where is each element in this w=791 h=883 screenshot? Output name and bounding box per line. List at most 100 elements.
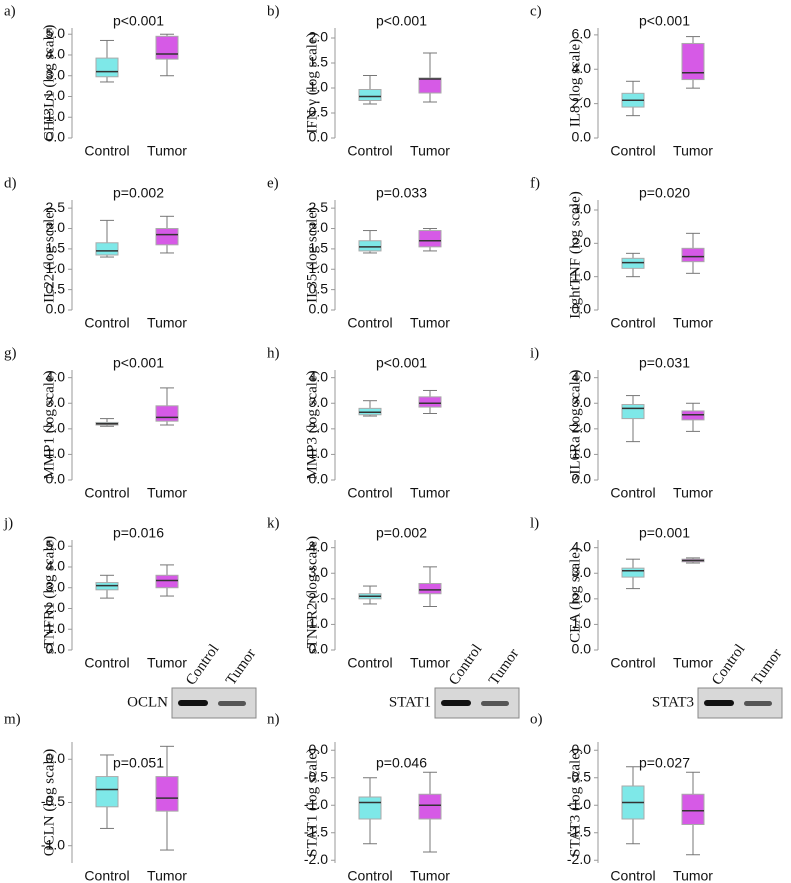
- y-tick-label: 3.0: [309, 394, 329, 410]
- panel-label: m): [4, 711, 21, 727]
- box: [155, 776, 179, 812]
- y-tick-label: 4.0: [46, 46, 66, 62]
- y-tick-label: 1.5: [309, 240, 329, 256]
- y-tick-label: 1.5: [46, 240, 66, 256]
- x-tick-label: Control: [610, 868, 655, 883]
- box: [418, 77, 442, 94]
- panel-label: o): [530, 711, 543, 727]
- x-tick-label: Control: [84, 868, 129, 883]
- box: [155, 405, 179, 422]
- p-value: p=0.051: [113, 755, 164, 771]
- y-tick-label: 0.0: [572, 129, 592, 145]
- p-value: p<0.001: [639, 13, 690, 29]
- y-tick-label: 0.5: [309, 104, 329, 120]
- y-tick-label: 1.0: [46, 108, 66, 124]
- x-tick-label: Tumor: [410, 655, 450, 671]
- box: [358, 796, 382, 820]
- y-tick-label: 6.0: [572, 26, 592, 42]
- y-axis-label: MMP1 (log scale): [41, 370, 57, 479]
- y-tick-label: -1.0: [567, 796, 591, 812]
- y-tick-label: 4.0: [309, 538, 329, 554]
- y-tick-label: 2.0: [46, 219, 66, 235]
- y-axis-label: IL8 (log scale): [567, 39, 583, 127]
- box: [358, 240, 382, 252]
- y-axis-label: IL22 (log scale): [41, 207, 57, 303]
- box: [681, 42, 705, 81]
- x-tick-label: Control: [84, 143, 129, 159]
- y-tick-label: 3.0: [572, 564, 592, 580]
- y-tick-label: 1.0: [46, 260, 66, 276]
- y-axis-label: OCLN (log scale): [41, 749, 57, 856]
- p-value: p=0.031: [639, 355, 690, 371]
- band: [178, 700, 208, 706]
- x-tick-label: Tumor: [147, 143, 187, 159]
- panel-label: h): [267, 345, 280, 361]
- y-axis-label: STAT3 (log scale): [567, 748, 583, 857]
- y-tick-label: 0.5: [46, 280, 66, 296]
- p-value: p<0.001: [113, 13, 164, 29]
- box: [681, 793, 705, 825]
- p-value: p=0.016: [113, 525, 164, 541]
- y-axis-label: sTNFR2 (log scale): [304, 536, 320, 654]
- p-value: p=0.001: [639, 525, 690, 541]
- box: [621, 567, 645, 578]
- x-tick-label: Tumor: [410, 315, 450, 331]
- x-tick-label: Tumor: [410, 868, 450, 883]
- y-axis-label: CEA (log scale): [567, 547, 583, 643]
- p-value: p=0.046: [376, 755, 427, 771]
- p-value: p<0.001: [376, 13, 427, 29]
- y-tick-label: 3.0: [46, 394, 66, 410]
- y-tick-label: 0.0: [46, 471, 66, 487]
- y-axis-label: STAT1 (log scale): [304, 748, 320, 857]
- y-tick-label: 1.0: [46, 445, 66, 461]
- y-tick-label: 2.0: [572, 420, 592, 436]
- y-tick-label: 3.0: [309, 564, 329, 580]
- y-tick-label: 1.0: [309, 615, 329, 631]
- y-tick-label: 3.0: [572, 201, 592, 217]
- box: [681, 247, 705, 263]
- y-tick-label: 4.0: [309, 368, 329, 384]
- y-tick-label: -2.0: [304, 851, 328, 867]
- x-tick-label: Tumor: [673, 143, 713, 159]
- box: [418, 230, 442, 248]
- y-tick-label: 4.0: [572, 368, 592, 384]
- x-tick-label: Control: [610, 655, 655, 671]
- panel-label: e): [267, 175, 279, 191]
- y-axis-label: CHI3L1 (log scale): [41, 25, 57, 142]
- x-tick-label: Tumor: [410, 485, 450, 501]
- p-value: p=0.033: [376, 185, 427, 201]
- panel-label: b): [267, 3, 280, 19]
- y-tick-label: 1.0: [309, 260, 329, 276]
- y-axis-label: IFN γ (log scale): [304, 32, 320, 133]
- x-tick-label: Control: [347, 143, 392, 159]
- y-tick-label: 0.0: [572, 471, 592, 487]
- x-tick-label: Control: [610, 143, 655, 159]
- y-tick-label: 0.0: [572, 301, 592, 317]
- box: [95, 776, 119, 808]
- y-tick-label: 4.0: [46, 368, 66, 384]
- box: [155, 228, 179, 246]
- panel-label: l): [530, 515, 539, 531]
- p-value: p=0.020: [639, 185, 690, 201]
- y-tick-label: -0.5: [304, 768, 328, 784]
- panel-label: n): [267, 711, 280, 727]
- y-tick-label: 0.0: [46, 750, 66, 766]
- y-axis-label: sIL6Ra (log scale): [567, 370, 583, 481]
- y-tick-label: 0.0: [46, 301, 66, 317]
- y-tick-label: 1.5: [309, 54, 329, 70]
- lane-label: Tumor: [749, 646, 785, 688]
- y-tick-label: 0.0: [309, 741, 329, 757]
- y-axis-label: MMP3 (log scale): [304, 370, 320, 479]
- y-tick-label: 0.5: [309, 280, 329, 296]
- y-tick-label: 4.0: [572, 60, 592, 76]
- band: [218, 701, 246, 706]
- band: [481, 701, 509, 706]
- y-tick-label: 2.0: [572, 590, 592, 606]
- y-tick-label: 5.0: [46, 25, 66, 41]
- y-tick-label: -1.0: [304, 796, 328, 812]
- y-axis-label: sTNFR1 (log scale): [41, 536, 57, 654]
- band: [441, 700, 471, 706]
- y-tick-label: -1.5: [304, 823, 328, 839]
- x-tick-label: Tumor: [673, 485, 713, 501]
